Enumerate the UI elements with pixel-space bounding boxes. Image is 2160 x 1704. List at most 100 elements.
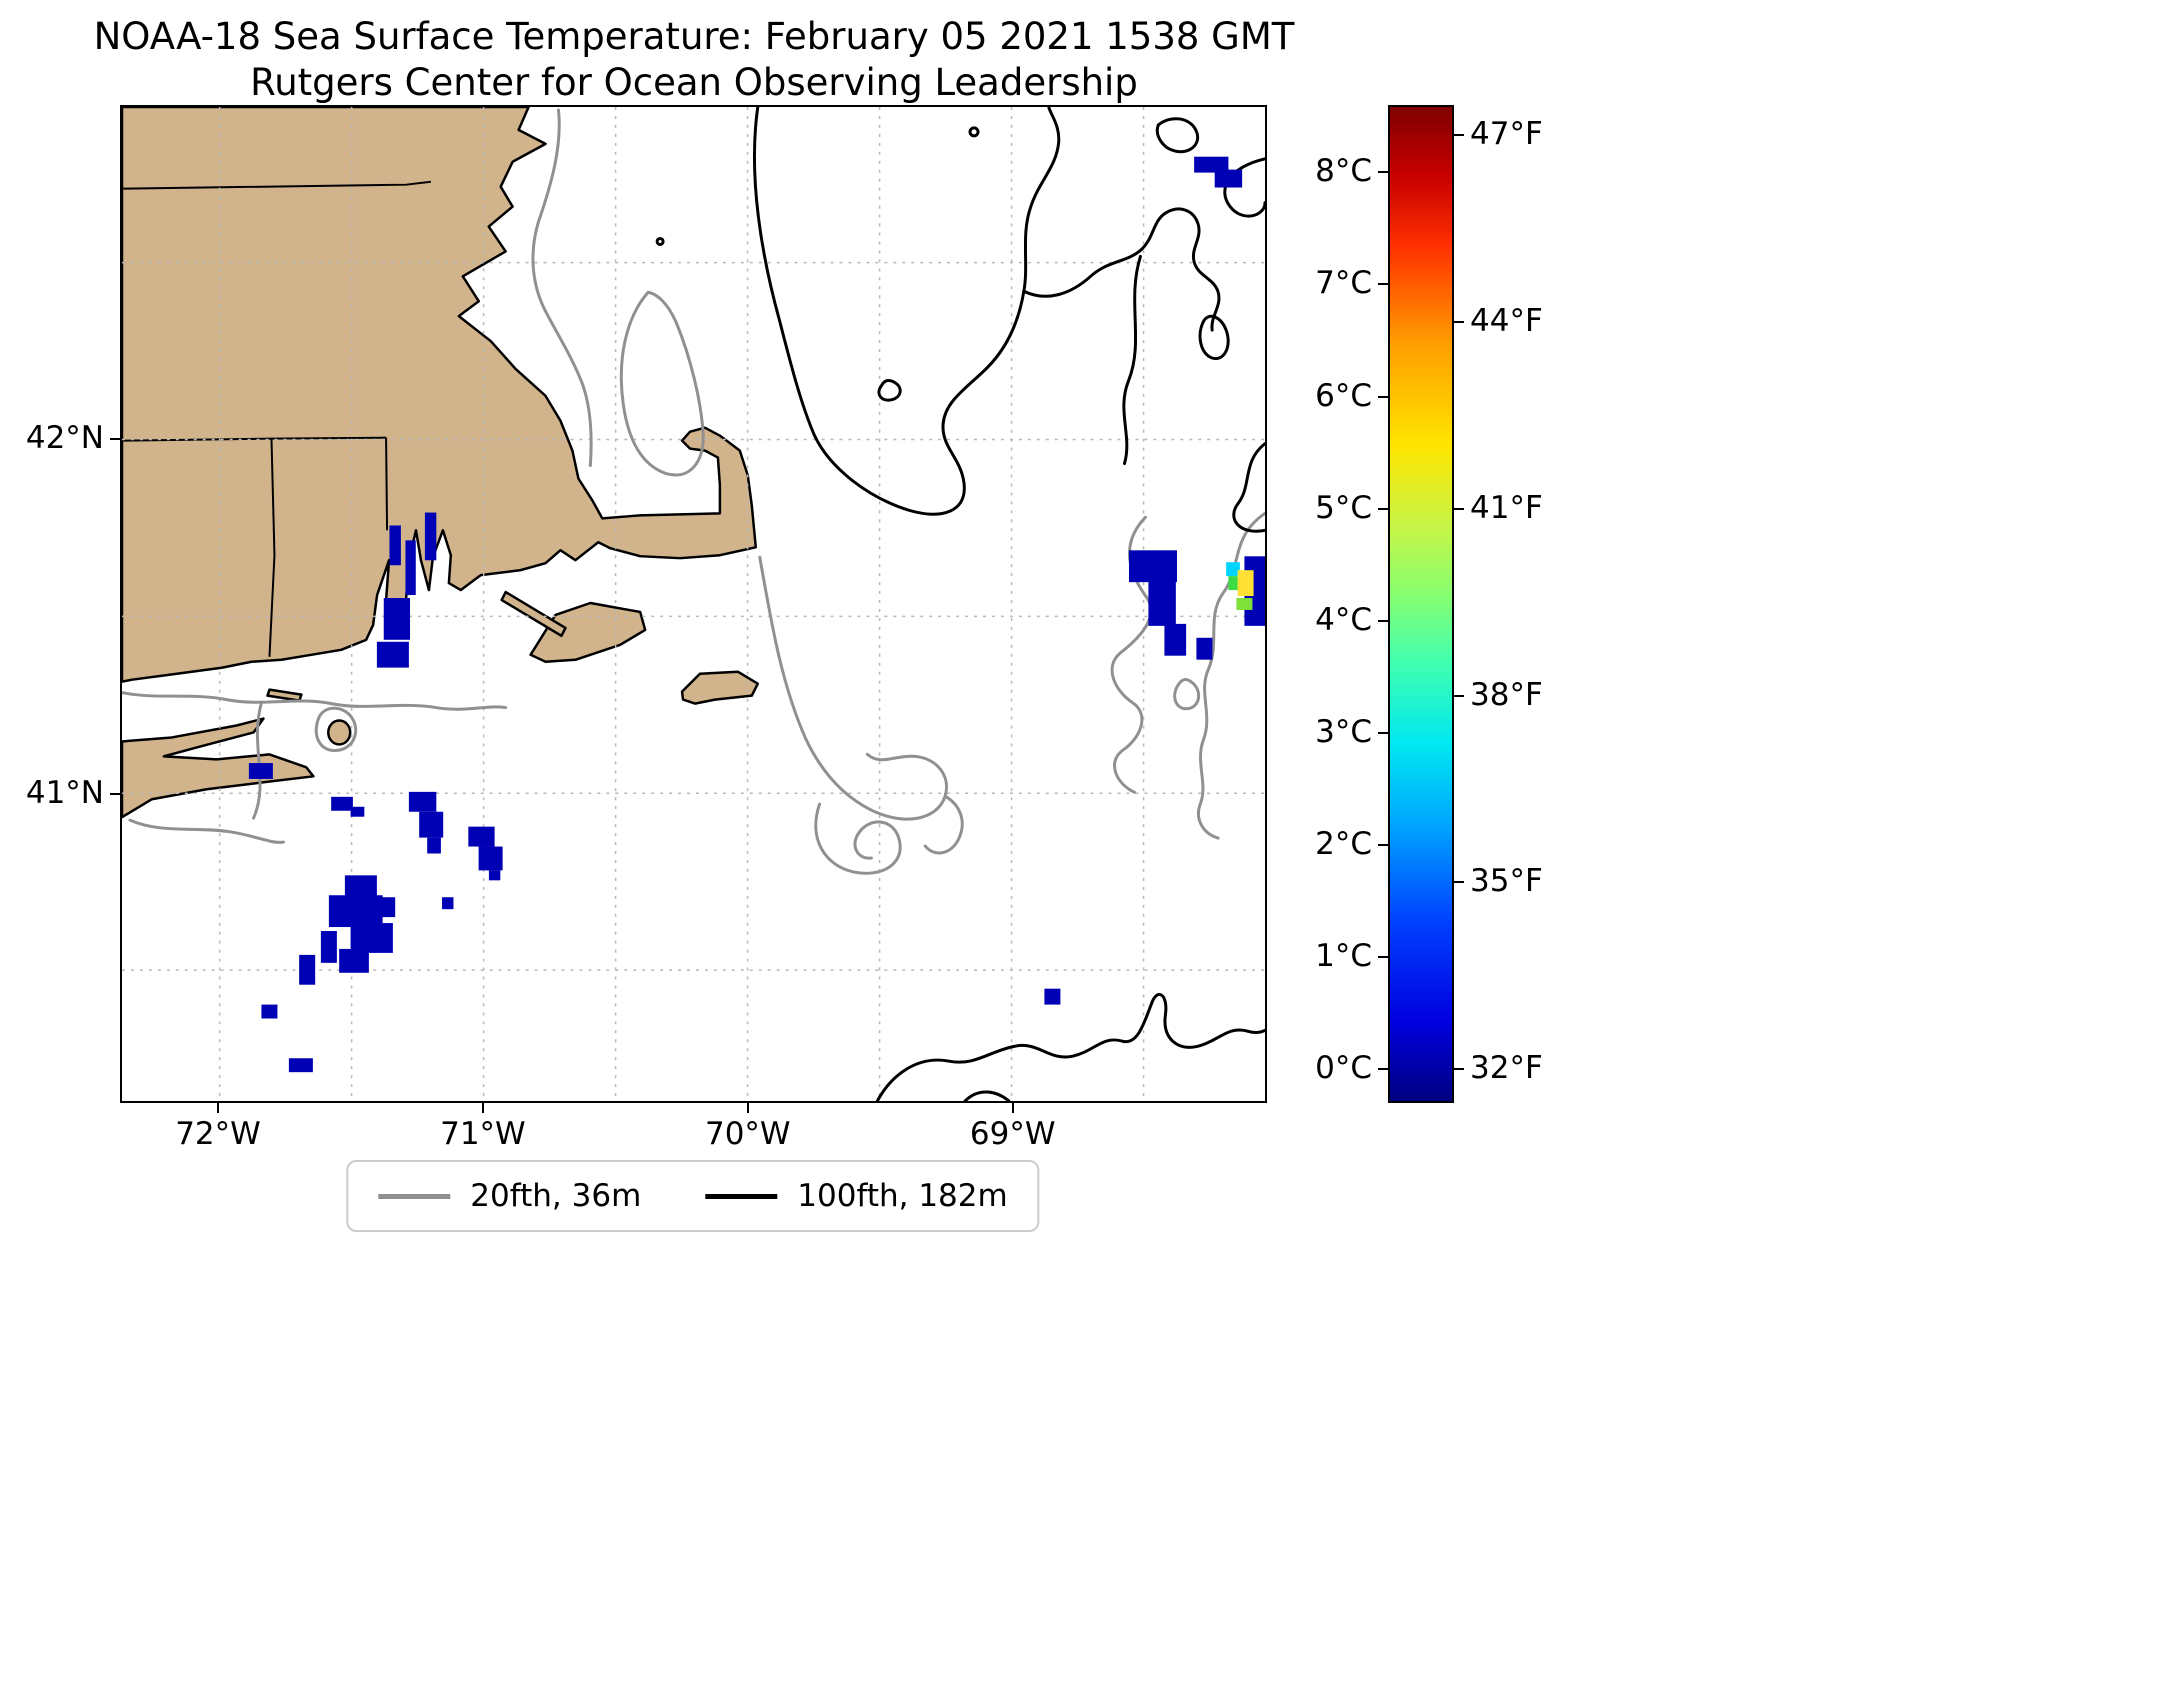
sst-patch — [1194, 156, 1229, 173]
contour-20fth — [758, 555, 948, 821]
contour-100fth — [1022, 207, 1221, 332]
colorbar-label-c: 5°C — [1315, 489, 1372, 526]
contour-100fth — [753, 107, 1061, 516]
sst-patch — [1236, 598, 1253, 610]
colorbar-label-c: 8°C — [1315, 153, 1372, 190]
contour-100fth — [877, 379, 902, 402]
colorbar-label-f: 47°F — [1470, 115, 1543, 152]
land-layer — [122, 107, 760, 819]
map-svg — [122, 107, 1265, 1101]
sst-patch — [488, 870, 501, 881]
sst-patch — [468, 826, 495, 847]
x-tick-label: 70°W — [704, 1116, 791, 1152]
contour-100fth — [1223, 157, 1265, 218]
colorbar-tick-c — [1378, 171, 1388, 174]
x-tick-label: 69°W — [969, 1116, 1056, 1152]
sst-patch — [442, 897, 454, 910]
sst-patch — [389, 525, 401, 566]
legend: 20fth, 36m 100fth, 182m — [346, 1160, 1040, 1232]
legend-label-20fth: 20fth, 36m — [470, 1178, 642, 1214]
colorbar-label-f: 44°F — [1470, 302, 1543, 339]
colorbar-label-c: 7°C — [1315, 265, 1372, 302]
y-tick-label: 41°N — [25, 775, 104, 811]
sst-patch — [320, 931, 337, 963]
colorbar-label-c: 4°C — [1315, 601, 1372, 638]
colorbar-tick-f — [1454, 694, 1464, 697]
sst-patch — [331, 796, 353, 811]
colorbar — [1388, 105, 1454, 1103]
legend-line-100fth — [705, 1193, 778, 1199]
sst-patch — [248, 763, 273, 779]
sst-patch — [419, 811, 444, 838]
sst-patch — [1148, 580, 1176, 626]
sst-patch — [383, 598, 411, 640]
colorbar-label-c: 0°C — [1315, 1050, 1372, 1087]
sst-patch — [339, 948, 369, 973]
contour-20fth — [128, 818, 285, 844]
sst-patch — [350, 923, 393, 953]
colorbar-tick-f — [1454, 1068, 1464, 1071]
contour-100fth — [1155, 117, 1200, 154]
sst-patch — [478, 846, 503, 871]
contour-20fth — [531, 108, 593, 468]
colorbar-tick-f — [1454, 133, 1464, 136]
legend-line-20fth — [378, 1193, 451, 1199]
colorbar-tick-f — [1454, 881, 1464, 884]
sst-patch — [405, 540, 416, 596]
contour-20fth — [1173, 678, 1201, 711]
legend-item-20fth: 20fth, 36m — [378, 1178, 641, 1214]
sst-patch — [1196, 637, 1213, 660]
nantucket-island — [680, 670, 760, 705]
sst-patch — [261, 1004, 278, 1019]
legend-label-100fth: 100fth, 182m — [797, 1178, 1008, 1214]
state-border-ct-ri — [268, 438, 276, 657]
colorbar-tick-c — [1378, 507, 1388, 510]
mainland-new-england — [122, 107, 758, 683]
colorbar-tick-c — [1378, 731, 1388, 734]
legend-item-100fth: 100fth, 182m — [705, 1178, 1008, 1214]
colorbar-tick-c — [1378, 956, 1388, 959]
sst-patch — [1226, 562, 1240, 577]
contour-100fth-layer — [655, 107, 1265, 1101]
y-tick-mark — [110, 437, 120, 440]
contour-100fth — [963, 1090, 1011, 1101]
map-plot-area — [120, 105, 1267, 1103]
y-tick-mark — [110, 793, 120, 795]
sst-patch — [350, 806, 365, 817]
sst-patch — [376, 641, 409, 668]
sst-patch-layer — [248, 156, 1265, 1073]
sst-patch — [1044, 988, 1061, 1005]
contour-20fth — [314, 706, 358, 752]
sst-patch — [1237, 570, 1254, 597]
x-tick-mark — [481, 1103, 484, 1113]
title-line-1: NOAA-18 Sea Surface Temperature: Februar… — [93, 15, 1295, 58]
colorbar-label-f: 32°F — [1470, 1050, 1543, 1087]
sst-patch — [288, 1058, 313, 1073]
y-tick-label: 42°N — [25, 419, 104, 456]
colorbar-tick-c — [1378, 844, 1388, 847]
colorbar-label-f: 38°F — [1470, 676, 1543, 713]
x-tick-mark — [217, 1103, 219, 1113]
sst-patch — [1128, 550, 1177, 583]
fishers-island — [266, 688, 303, 702]
contour-20fth — [1110, 515, 1153, 794]
contour-20fth — [252, 701, 264, 820]
sst-patch — [1214, 169, 1243, 188]
colorbar-label-f: 41°F — [1470, 489, 1543, 526]
contour-100fth — [875, 992, 1265, 1101]
sst-patch — [408, 791, 437, 812]
long-island-tip — [122, 717, 315, 819]
block-island — [327, 719, 352, 746]
colorbar-tick-c — [1378, 1068, 1388, 1071]
contour-100fth — [1122, 254, 1142, 466]
x-tick-mark — [746, 1103, 749, 1113]
title-line-2: Rutgers Center for Ocean Observing Leade… — [250, 61, 1138, 104]
x-tick-label: 71°W — [440, 1116, 526, 1152]
sst-patch — [368, 897, 396, 918]
colorbar-label-f: 35°F — [1470, 863, 1543, 900]
contour-100fth — [1198, 314, 1230, 361]
colorbar-label-c: 6°C — [1315, 377, 1372, 414]
sst-patch — [424, 512, 437, 561]
sst-patch — [1164, 623, 1187, 656]
